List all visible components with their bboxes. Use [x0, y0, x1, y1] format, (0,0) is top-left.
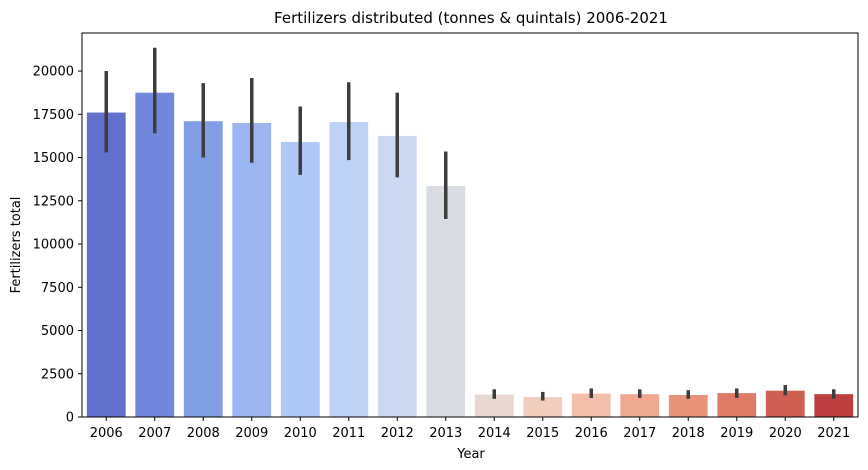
bar-2017 — [620, 394, 660, 417]
bar-2009 — [232, 122, 272, 417]
x-tick-label-2008: 2008 — [187, 426, 220, 441]
error-bars-group — [104, 47, 836, 401]
y-tick-label-17500: 17500 — [33, 108, 74, 123]
y-tick-label-5000: 5000 — [41, 324, 74, 339]
y-tick-label-12500: 12500 — [33, 194, 74, 209]
x-tick-label-2006: 2006 — [90, 426, 123, 441]
bar-2018 — [668, 395, 708, 417]
bar-2014 — [474, 394, 514, 417]
y-axis-label: Fertilizers total — [9, 197, 24, 294]
x-tick-label-2016: 2016 — [575, 426, 608, 441]
x-tick-label-2014: 2014 — [478, 426, 511, 441]
plot-frame — [81, 32, 859, 418]
x-tick-label-2010: 2010 — [284, 426, 317, 441]
y-tick-label-10000: 10000 — [33, 238, 74, 253]
x-tick-label-2015: 2015 — [526, 426, 559, 441]
x-tick-label-2013: 2013 — [429, 426, 462, 441]
x-tick-label-2009: 2009 — [235, 426, 268, 441]
bar-2015 — [523, 397, 563, 417]
x-tick-label-2018: 2018 — [672, 426, 705, 441]
y-tick-label-20000: 20000 — [33, 65, 74, 80]
x-tick-label-2017: 2017 — [623, 426, 656, 441]
y-tick-label-0: 0 — [66, 411, 74, 426]
x-tick-label-2011: 2011 — [332, 426, 365, 441]
bar-2007 — [135, 92, 175, 418]
x-tick-label-2021: 2021 — [817, 426, 850, 441]
x-axis-label: Year — [456, 447, 485, 462]
bar-2006 — [86, 112, 126, 417]
y-tick-label-15000: 15000 — [33, 151, 74, 166]
bar-2008 — [183, 121, 223, 417]
bar-2021 — [814, 394, 854, 417]
y-tick-label-2500: 2500 — [41, 367, 74, 382]
x-tick-label-2019: 2019 — [720, 426, 753, 441]
bar-2013 — [426, 186, 466, 417]
x-axis: 2006 2007 2008 2009 2010 2011 2012 2013 2014 2015… — [90, 417, 850, 441]
chart-title: Fertilizers distributed (tonnes & quinta… — [274, 9, 668, 27]
bar-2012 — [377, 135, 417, 417]
y-axis: 0 2500 5000 7500 10000 12500 15000 17500 20000 — [33, 65, 82, 426]
bar-2019 — [717, 393, 757, 417]
y-tick-label-7500: 7500 — [41, 281, 74, 296]
bar-2010 — [280, 141, 320, 418]
x-tick-label-2020: 2020 — [769, 426, 802, 441]
bar-2011 — [329, 122, 369, 417]
x-tick-label-2007: 2007 — [138, 426, 171, 441]
x-tick-label-2012: 2012 — [381, 426, 414, 441]
bar-2016 — [571, 393, 611, 417]
bars-group — [86, 92, 854, 418]
